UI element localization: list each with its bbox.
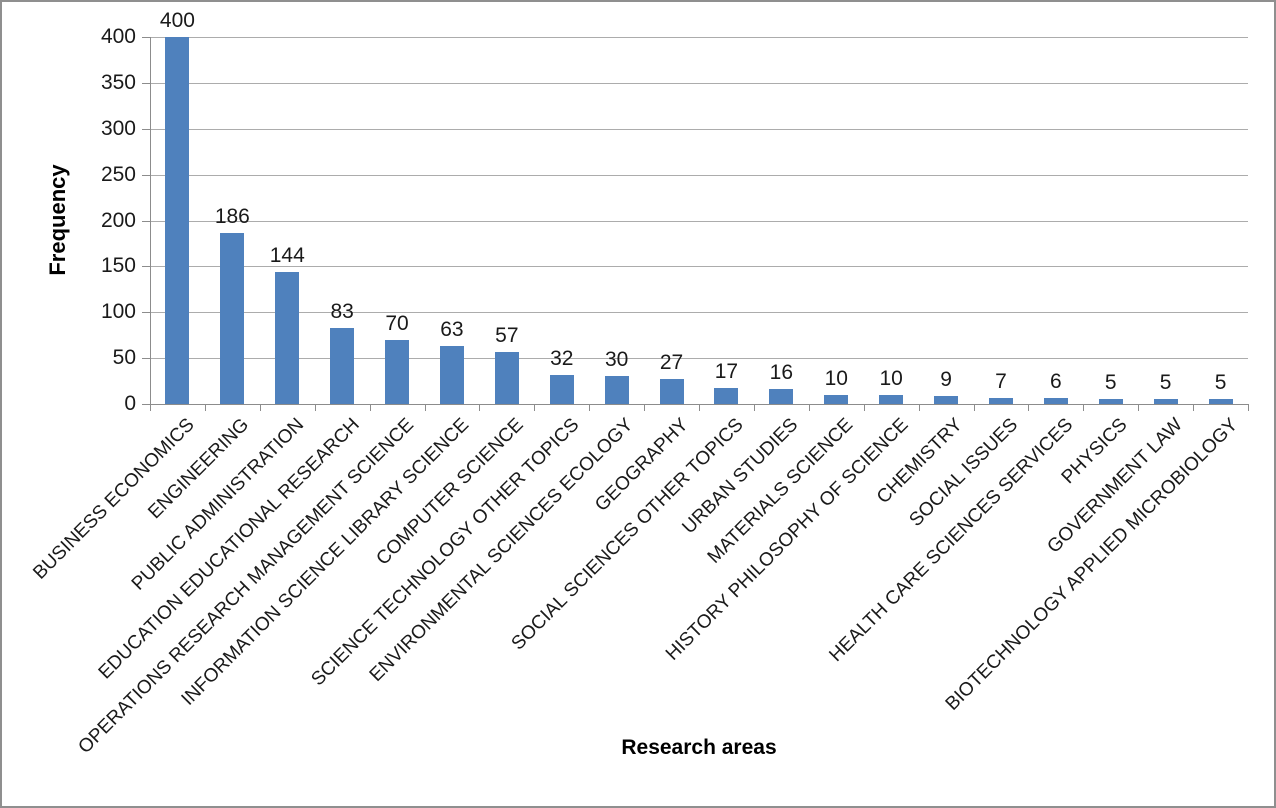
x-tick-mark bbox=[918, 404, 920, 411]
x-tick-mark bbox=[479, 404, 481, 411]
y-tick-mark bbox=[142, 312, 150, 314]
bar bbox=[1043, 398, 1068, 404]
bar bbox=[824, 394, 849, 404]
x-tick-mark bbox=[1028, 404, 1030, 411]
x-tick-mark bbox=[534, 404, 536, 411]
bar bbox=[330, 327, 355, 404]
bar-value-label: 30 bbox=[604, 348, 629, 372]
y-tick-label: 200 bbox=[100, 208, 136, 232]
y-tick-label: 0 bbox=[124, 392, 136, 415]
bar bbox=[385, 339, 410, 404]
x-tick-mark bbox=[1138, 404, 1140, 411]
x-tick-mark bbox=[863, 404, 865, 411]
bar-value-label: 10 bbox=[824, 366, 848, 390]
bar-value-label: 63 bbox=[440, 318, 464, 342]
bar bbox=[659, 379, 684, 404]
x-tick-mark bbox=[699, 404, 700, 411]
x-tick-mark bbox=[259, 404, 261, 411]
y-tick-mark bbox=[142, 358, 150, 360]
bar bbox=[549, 374, 574, 404]
bar-value-label: 5 bbox=[1159, 371, 1172, 395]
x-tick-mark bbox=[314, 404, 316, 411]
y-tick-mark bbox=[142, 220, 150, 222]
bar bbox=[879, 394, 904, 404]
bar bbox=[988, 397, 1013, 404]
bar-value-label: 83 bbox=[330, 299, 354, 323]
y-tick-label: 50 bbox=[112, 346, 136, 370]
y-tick-mark bbox=[142, 128, 150, 130]
bar-value-label: 10 bbox=[879, 366, 903, 390]
x-tick-mark bbox=[369, 404, 371, 411]
bar-value-label: 27 bbox=[659, 351, 684, 375]
bar-value-label: 70 bbox=[385, 311, 409, 335]
gridline bbox=[150, 220, 1248, 222]
bar-value-label: 6 bbox=[1050, 370, 1062, 394]
y-tick-label: 300 bbox=[100, 116, 136, 140]
x-tick-mark bbox=[1248, 404, 1249, 411]
y-tick-mark bbox=[142, 37, 150, 38]
bar bbox=[220, 233, 245, 404]
bar-value-label: 32 bbox=[550, 346, 574, 370]
x-tick-mark bbox=[1193, 404, 1195, 411]
gridline bbox=[150, 37, 1248, 38]
bar bbox=[494, 351, 519, 404]
bar bbox=[934, 395, 959, 404]
gridline bbox=[150, 128, 1248, 130]
bar-value-label: 400 bbox=[159, 9, 195, 32]
bar bbox=[604, 376, 629, 404]
gridline bbox=[150, 82, 1248, 84]
x-tick-mark bbox=[589, 404, 591, 411]
bar bbox=[1098, 399, 1123, 404]
x-tick-mark bbox=[1083, 404, 1085, 411]
bar-value-label: 7 bbox=[995, 369, 1007, 393]
y-tick-label: 250 bbox=[100, 162, 136, 186]
gridline bbox=[150, 358, 1248, 360]
x-tick-mark bbox=[424, 404, 426, 411]
y-axis-line bbox=[150, 37, 151, 404]
gridline bbox=[150, 312, 1248, 314]
bar-value-label: 57 bbox=[495, 323, 519, 347]
bar-value-label: 186 bbox=[214, 205, 250, 229]
bar bbox=[714, 388, 739, 404]
x-tick-mark bbox=[204, 404, 206, 411]
x-tick-mark bbox=[973, 404, 975, 411]
bar-value-label: 9 bbox=[940, 367, 952, 391]
bar-value-label: 16 bbox=[769, 361, 794, 385]
bar-value-label: 144 bbox=[269, 243, 305, 267]
y-tick-label: 150 bbox=[100, 254, 136, 278]
x-tick-mark bbox=[753, 404, 755, 411]
bar-value-label: 5 bbox=[1104, 371, 1117, 395]
y-tick-mark bbox=[142, 266, 150, 268]
bar bbox=[165, 37, 190, 404]
bar bbox=[1208, 399, 1233, 404]
bar bbox=[1153, 399, 1178, 404]
y-tick-mark bbox=[142, 174, 150, 176]
x-tick-mark bbox=[808, 404, 810, 411]
x-tick-mark bbox=[150, 404, 151, 411]
x-tick-mark bbox=[644, 404, 646, 411]
gridline bbox=[150, 174, 1248, 176]
gridline bbox=[150, 266, 1248, 268]
y-tick-label: 400 bbox=[100, 25, 136, 48]
bar-value-label: 17 bbox=[714, 360, 739, 384]
y-tick-mark bbox=[142, 82, 150, 84]
bar bbox=[439, 346, 464, 404]
x-axis-title: Research areas bbox=[621, 736, 777, 759]
bar-value-label: 5 bbox=[1214, 371, 1227, 395]
y-tick-mark bbox=[142, 404, 150, 405]
y-tick-label: 350 bbox=[100, 70, 136, 94]
y-tick-label: 100 bbox=[100, 300, 136, 324]
bar bbox=[769, 389, 794, 404]
bar bbox=[275, 271, 300, 404]
